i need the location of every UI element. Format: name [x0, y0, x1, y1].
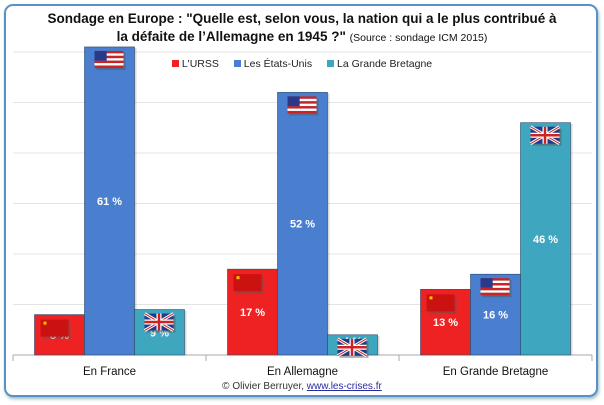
legend-swatch: [233, 60, 241, 67]
credit-link[interactable]: www.les-crises.fr: [306, 381, 382, 392]
legend-label: L'URSS: [181, 58, 219, 70]
chart-title-line2: la défaite de l’Allemagne en 1945 ?" (So…: [0, 29, 604, 44]
legend-item-urss: L'URSS: [171, 58, 219, 70]
data-label: 52 %: [290, 219, 315, 231]
legend-label: Les États-Unis: [243, 58, 313, 70]
chart-source: (Source : sondage ICM 2015): [349, 32, 488, 44]
legend-label: La Grande Bretagne: [337, 58, 433, 70]
bar: [520, 122, 571, 356]
ussr-flag-icon: [233, 274, 264, 294]
category-label: En Grande Bretagne: [443, 366, 549, 378]
credit-author: © Olivier Berruyer,: [222, 381, 305, 392]
uk-flag-icon: [529, 125, 562, 146]
category-label: En France: [83, 366, 136, 378]
legend-swatch: [327, 60, 334, 67]
credit: © Olivier Berruyer, www.les-crises.fr: [0, 381, 604, 392]
legend: L'URSS Les États-Unis La Grande Bretagne: [0, 58, 604, 70]
data-label: 17 %: [240, 307, 265, 319]
usa-flag-icon: [287, 96, 319, 116]
legend-item-uk: La Grande Bretagne: [327, 58, 432, 70]
bar: [84, 46, 135, 356]
uk-flag-icon: [143, 312, 176, 333]
data-label: 16 %: [483, 310, 508, 322]
legend-item-usa: Les États-Unis: [233, 58, 313, 70]
category-label: En Allemagne: [267, 366, 338, 378]
uk-flag-icon: [336, 337, 369, 358]
ussr-flag-icon: [426, 294, 457, 314]
legend-swatch: [171, 60, 179, 67]
bar: [277, 92, 328, 356]
chart-title-line1: Sondage en Europe : "Quelle est, selon v…: [47, 11, 557, 26]
data-label: 46 %: [533, 234, 558, 246]
usa-flag-icon: [480, 278, 512, 298]
usa-flag-icon: [94, 50, 126, 70]
data-label: 61 %: [97, 196, 122, 208]
title-line2-text: la défaite de l’Allemagne en 1945 ?": [116, 29, 346, 44]
data-label: 13 %: [433, 317, 458, 329]
ussr-flag-icon: [40, 319, 71, 339]
